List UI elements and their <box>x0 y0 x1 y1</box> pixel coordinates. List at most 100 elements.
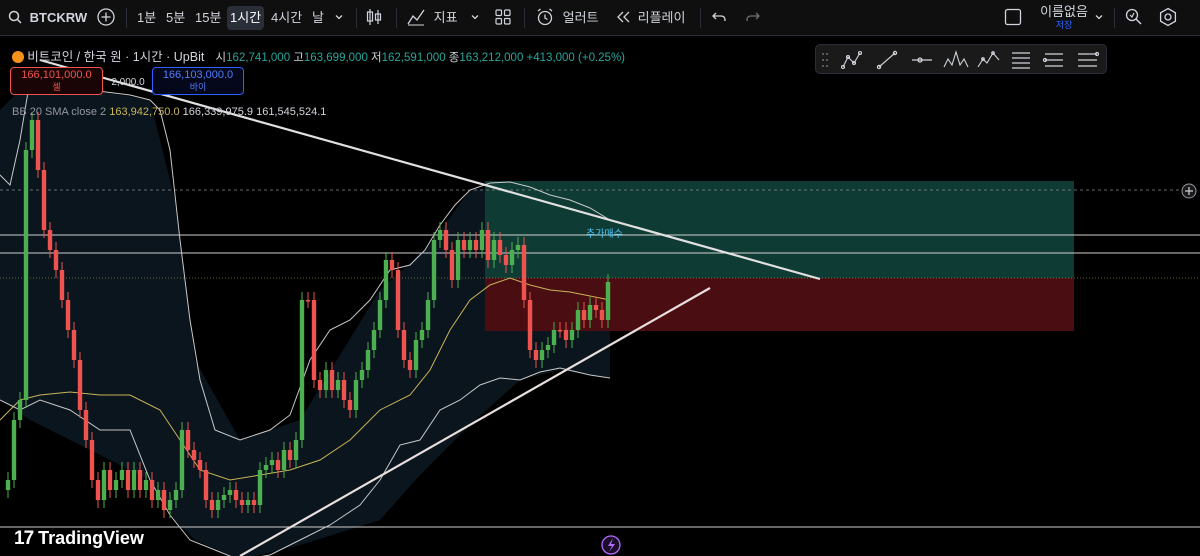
interval-5m[interactable]: 5분 <box>166 10 186 25</box>
candle-body <box>23 150 29 400</box>
interval-dropdown[interactable] <box>334 6 344 30</box>
candle-body <box>65 300 71 330</box>
candle-body <box>59 270 65 300</box>
fib-extension-icon[interactable] <box>1042 53 1064 67</box>
bollinger-lower <box>0 367 611 556</box>
horizontal-ray-icon[interactable] <box>912 57 932 63</box>
layout-name-label: 이름없음 <box>1040 4 1088 19</box>
layout-dropdown[interactable] <box>1094 6 1104 30</box>
indicators-button[interactable]: 지표 <box>406 6 458 30</box>
candle-body <box>353 380 359 410</box>
profit-zone <box>485 181 1074 278</box>
chart-area[interactable]: 추가매수 비트코인 / 한국 원 · 1시간 · UpBit 시162,741,… <box>0 37 1200 556</box>
chart-canvas[interactable]: 추가매수 <box>0 37 1200 556</box>
sell-button[interactable]: 166,101,000.0 셀 <box>10 67 103 95</box>
candle-body <box>461 240 467 250</box>
layout-icon <box>1004 8 1022 26</box>
abcd-pattern-icon[interactable] <box>840 50 863 70</box>
undo-icon <box>712 12 726 21</box>
candle-body <box>551 330 557 345</box>
elliott-wave-icon[interactable] <box>977 51 1000 68</box>
layout-button[interactable] <box>1004 6 1022 30</box>
lightning-icon[interactable] <box>601 535 621 555</box>
candle-body <box>167 500 173 510</box>
divider <box>126 8 127 28</box>
candle-body <box>455 240 461 280</box>
candle-body <box>419 330 425 340</box>
buy-price: 166,103,000.0 <box>162 69 234 81</box>
interval-1m[interactable]: 1분 <box>137 10 157 25</box>
plus-circle-icon[interactable] <box>1181 183 1197 199</box>
redo-icon <box>746 12 760 21</box>
candle-body <box>365 350 371 370</box>
drag-handle-icon[interactable] <box>822 53 828 67</box>
candle-body <box>119 470 125 480</box>
candle-body <box>203 470 209 500</box>
candle-body <box>449 250 455 280</box>
candle-body <box>251 500 257 505</box>
settings-button[interactable] <box>1158 6 1178 30</box>
templates-button[interactable] <box>494 6 512 30</box>
head-shoulders-icon[interactable] <box>943 50 969 68</box>
fib-channel-icon[interactable] <box>1078 51 1100 67</box>
layout-name[interactable]: 이름없음 저장 <box>1034 4 1094 30</box>
candle-body <box>233 490 239 500</box>
replay-icon <box>617 11 630 23</box>
interval-1h[interactable]: 1시간 <box>227 6 265 30</box>
candle-body <box>413 340 419 370</box>
candle-body <box>389 260 395 270</box>
symbol-search[interactable]: BTCKRW <box>8 6 87 30</box>
candle-body <box>395 270 401 330</box>
interval-4h[interactable]: 4시간 <box>271 10 303 25</box>
divider <box>356 8 357 28</box>
candle-body <box>137 470 143 490</box>
interval-15m[interactable]: 15분 <box>195 10 222 25</box>
candle-body <box>305 300 311 302</box>
chart-type-button[interactable] <box>364 6 384 30</box>
candle-body <box>569 330 575 340</box>
ascending-trendline <box>239 287 711 556</box>
candle-body <box>599 310 605 320</box>
quick-search-button[interactable] <box>1124 6 1144 30</box>
candle-body <box>179 430 185 490</box>
undo-button[interactable] <box>710 6 728 30</box>
candle-body <box>443 230 449 250</box>
quick-search-icon <box>1125 8 1142 25</box>
replay-label: 리플레이 <box>637 10 686 25</box>
candle-body <box>269 460 275 465</box>
candle-body <box>437 230 443 240</box>
candle-body <box>335 380 341 390</box>
indicator-legend[interactable]: BB 20 SMA close 2 163,942,750.0 166,339,… <box>12 106 326 118</box>
candle-body <box>539 350 545 360</box>
buy-button[interactable]: 166,103,000.0 바이 <box>152 67 244 95</box>
replay-button[interactable]: 리플레이 <box>614 6 685 30</box>
candle-body <box>107 470 113 490</box>
candle-body <box>497 240 503 255</box>
redo-button[interactable] <box>744 6 762 30</box>
divider <box>524 8 525 28</box>
candle-body <box>587 305 593 320</box>
candle-body <box>581 310 587 320</box>
fib-retracement-icon[interactable] <box>1012 52 1030 69</box>
candle-body <box>317 380 323 390</box>
bollinger-basis <box>0 277 611 481</box>
interval-day[interactable]: 날 <box>312 10 324 25</box>
candle-body <box>197 460 203 470</box>
candle-body <box>293 440 299 460</box>
indicators-dropdown[interactable] <box>470 6 480 30</box>
candle-body <box>83 410 89 440</box>
indicators-label: 지표 <box>433 10 458 25</box>
legend-title: 비트코인 / 한국 원 · 1시간 · UpBit <box>27 50 205 64</box>
indicator-lower: 161,545,524.1 <box>256 106 327 118</box>
top-toolbar: BTCKRW 1분 5분 15분 1시간 4시간 날 지표 <box>0 0 1200 36</box>
candle-body <box>29 120 35 150</box>
compare-button[interactable] <box>96 6 116 30</box>
candle-body <box>383 260 389 300</box>
candle-body <box>605 282 611 320</box>
trend-line-icon[interactable] <box>876 50 898 70</box>
candle-body <box>557 330 563 332</box>
candle-body <box>71 330 77 360</box>
spread-value: 2,000.0 <box>111 77 145 88</box>
candle-body <box>131 470 137 490</box>
alert-button[interactable]: 얼러트 <box>535 6 599 30</box>
